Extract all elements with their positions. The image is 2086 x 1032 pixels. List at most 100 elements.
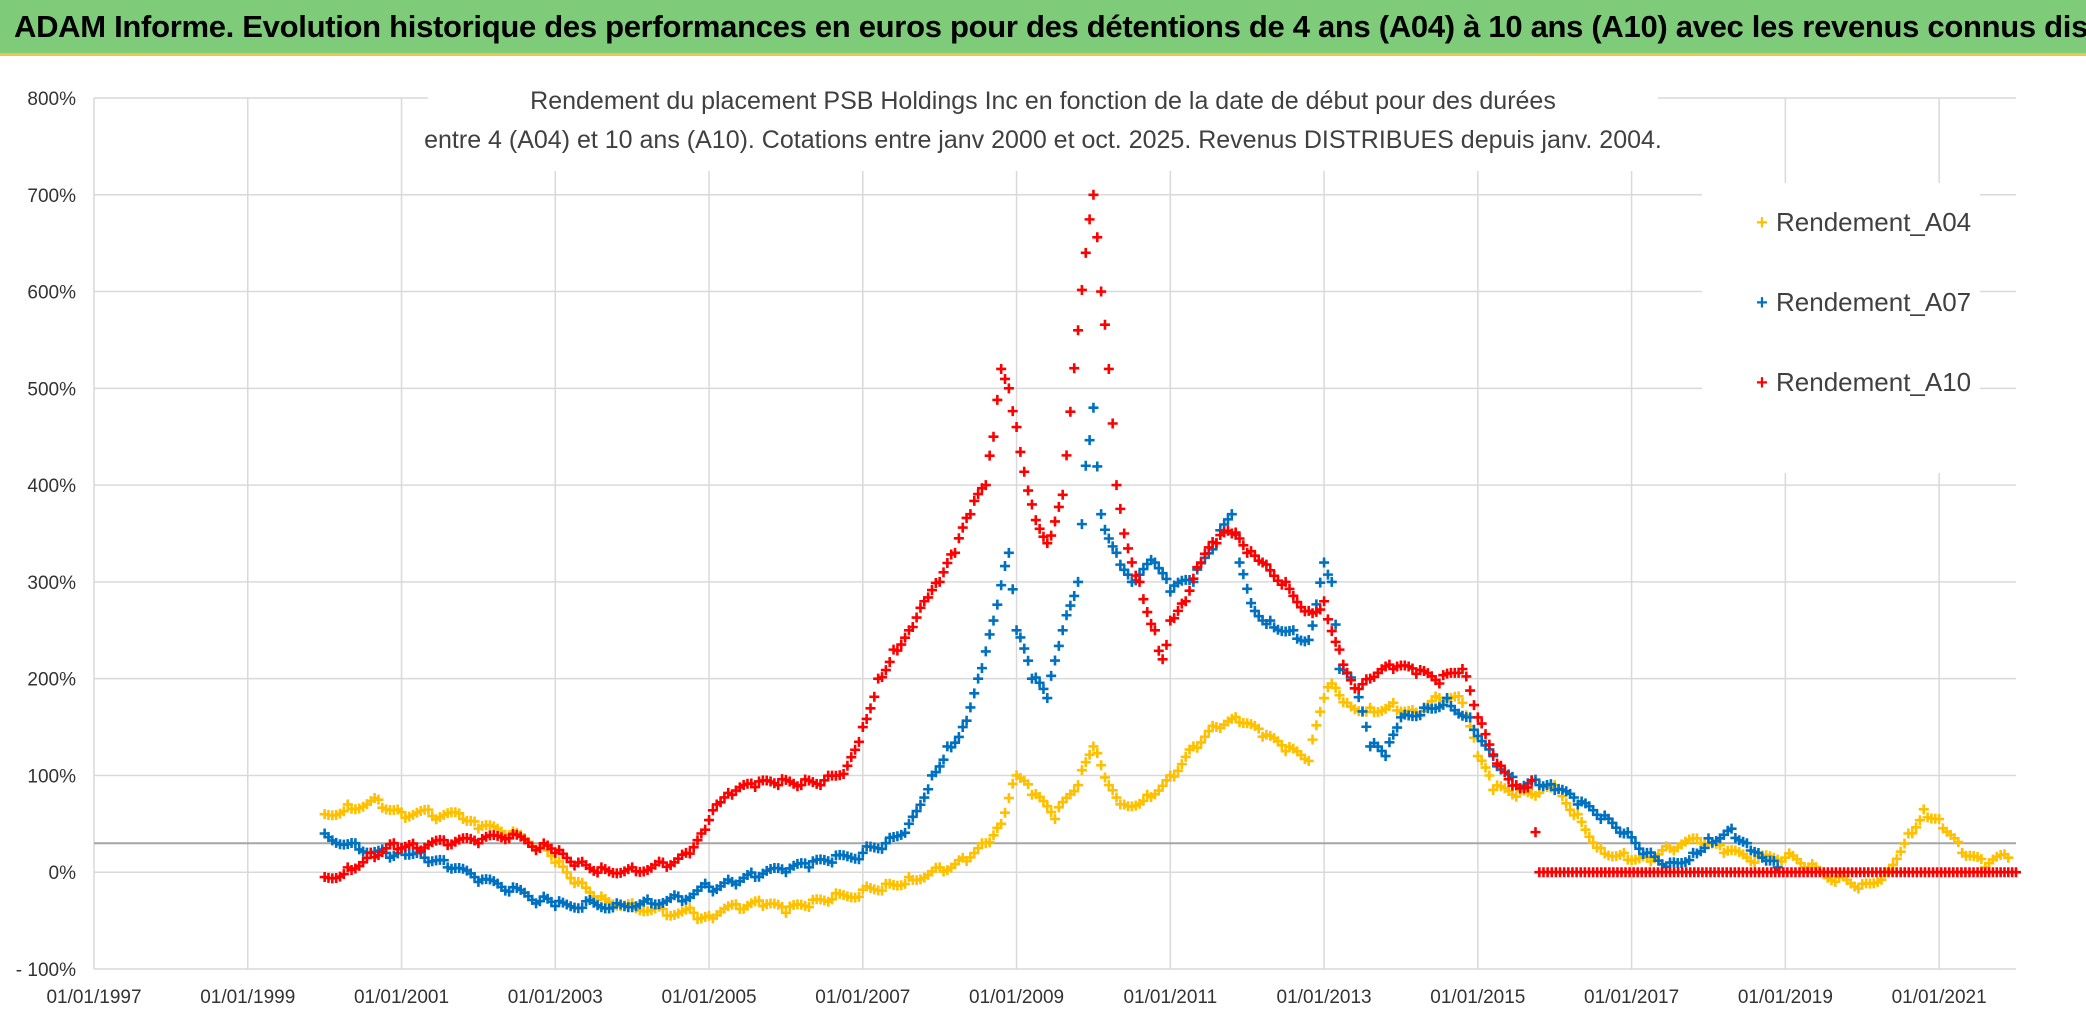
- rendement_a04-marker: [1080, 757, 1091, 768]
- rendement_a04-marker: [1568, 810, 1579, 821]
- rendement_a04-marker: [1199, 731, 1210, 742]
- rendement_a04-marker: [1107, 785, 1118, 796]
- rendement_a04-marker: [1830, 876, 1841, 887]
- rendement_a04-marker: [754, 895, 765, 906]
- rendement_a07-point: [988, 615, 999, 626]
- rendement_a10-marker: [1507, 780, 1518, 791]
- rendement_a04-marker: [1530, 790, 1541, 801]
- rendement_a10-marker: [869, 691, 880, 702]
- rendement_a10-marker: [1326, 626, 1337, 637]
- rendement_a07-marker: [1622, 827, 1633, 838]
- rendement_a04-marker: [454, 808, 465, 819]
- rendement_a10-marker: [911, 612, 922, 623]
- rendement_a04-marker: [1053, 802, 1064, 813]
- rendement_a04-marker: [1384, 701, 1395, 712]
- rendement_a04-marker: [1484, 770, 1495, 781]
- rendement_a10-marker: [623, 864, 634, 875]
- x-tick-label: 01/01/2011: [1123, 987, 1217, 1008]
- rendement_a04-point: [1050, 813, 1060, 824]
- rendement_a10-marker: [880, 665, 891, 676]
- rendement_a10-marker: [926, 585, 937, 596]
- rendement_a10-marker: [923, 592, 934, 603]
- rendement_a07-marker: [961, 715, 972, 726]
- rendement_a07-point: [1057, 625, 1068, 636]
- rendement_a10-marker: [1184, 585, 1195, 596]
- rendement_a10-marker: [1099, 319, 1110, 330]
- rendement_a04-marker: [1745, 856, 1756, 867]
- rendement_a07-marker: [965, 702, 976, 713]
- rendement_a10-marker: [1084, 214, 1095, 225]
- rendement_a10-marker: [865, 703, 876, 714]
- rendement_a10-marker: [1130, 570, 1141, 581]
- rendement_a07-marker: [1034, 677, 1045, 688]
- rendement_a07-marker: [1392, 722, 1403, 733]
- rendement_a07-marker: [438, 855, 449, 866]
- rendement_a07-marker: [1469, 724, 1479, 735]
- rendement_a04-point: [1088, 741, 1099, 752]
- rendement_a07-marker: [1284, 626, 1295, 637]
- data-points: [319, 189, 2021, 925]
- rendement_a10-marker: [1050, 516, 1060, 527]
- banner-title: ADAM Informe. Evolution historique des p…: [14, 9, 2086, 44]
- rendement_a10-marker: [2007, 867, 2018, 878]
- rendement_a04-marker: [684, 903, 695, 914]
- rendement_a07-marker: [500, 885, 511, 896]
- rendement_a10-marker: [992, 394, 1003, 405]
- rendement_a10-point: [1057, 489, 1068, 500]
- rendement_a07-marker: [669, 890, 680, 901]
- rendement_a04-marker: [1691, 833, 1702, 844]
- rendement_a04-marker: [1096, 760, 1107, 771]
- legend-marker-a07: +: [1756, 292, 1768, 314]
- rendement_a04-marker: [1000, 807, 1011, 818]
- rendement_a10-marker: [1461, 671, 1472, 682]
- rendement_a10-marker: [1342, 667, 1353, 678]
- rendement_a10-point: [1334, 644, 1345, 655]
- rendement_a04-marker: [1207, 720, 1218, 731]
- x-tick-label: 01/01/2019: [1738, 987, 1833, 1008]
- rendement_a10-marker: [338, 869, 349, 880]
- rendement_a07-marker: [1768, 855, 1779, 866]
- rendement_a04-marker: [1338, 697, 1349, 708]
- rendement_a07-point: [1042, 693, 1053, 704]
- rendement_a04-marker: [1907, 828, 1918, 839]
- rendement_a10-marker: [946, 549, 957, 560]
- rendement_a07-marker: [1103, 533, 1114, 544]
- rendement_a10-point: [1073, 325, 1084, 336]
- x-tick-label: 01/01/2015: [1430, 987, 1525, 1008]
- rendement_a10-marker: [1146, 618, 1157, 629]
- rendement_a07-marker: [915, 799, 926, 810]
- legend-background: [1702, 183, 1980, 473]
- rendement_a10-marker: [1153, 645, 1164, 656]
- rendement_a10-marker: [1034, 523, 1045, 534]
- rendement_a07-marker: [1030, 672, 1041, 683]
- rendement_a10-marker: [969, 495, 980, 506]
- rendement_a07-marker: [1261, 619, 1272, 630]
- y-tick-label: 800%: [27, 89, 76, 110]
- rendement_a10-marker: [957, 522, 968, 533]
- rendement_a10-marker: [1315, 604, 1326, 615]
- rendement_a07-marker: [1545, 779, 1556, 790]
- rendement_a10-marker: [1007, 406, 1018, 417]
- rendement_a10-marker: [1253, 555, 1264, 566]
- rendement_a07-marker: [1242, 583, 1253, 594]
- rendement_a10-marker: [1238, 540, 1249, 551]
- rendement_a10-marker: [723, 787, 734, 798]
- series-rendement_a04: [319, 678, 2014, 925]
- rendement_a07-marker: [853, 854, 864, 865]
- rendement_a07-marker: [1065, 600, 1076, 611]
- rendement_a07-marker: [1153, 563, 1164, 574]
- rendement_a07-marker: [953, 731, 964, 742]
- rendement_a07-marker: [900, 827, 911, 838]
- rendement_a07-marker: [1053, 640, 1064, 651]
- rendement_a10-marker: [569, 860, 580, 871]
- rendement_a10-marker: [973, 489, 984, 500]
- y-tick-label: 500%: [27, 379, 76, 400]
- rendement_a10-marker: [1222, 525, 1233, 536]
- rendement_a07-marker: [1061, 610, 1072, 621]
- rendement_a04-marker: [930, 862, 941, 873]
- rendement_a04-marker: [1584, 831, 1595, 842]
- rendement_a07-point: [1380, 751, 1391, 762]
- rendement_a07-point: [880, 838, 891, 849]
- rendement_a04-marker: [1169, 771, 1180, 782]
- rendement_a04-marker: [423, 804, 434, 815]
